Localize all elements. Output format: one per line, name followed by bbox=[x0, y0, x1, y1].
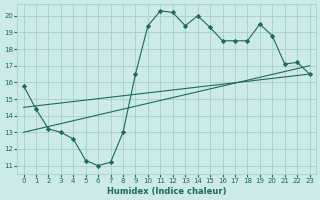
X-axis label: Humidex (Indice chaleur): Humidex (Indice chaleur) bbox=[107, 187, 226, 196]
